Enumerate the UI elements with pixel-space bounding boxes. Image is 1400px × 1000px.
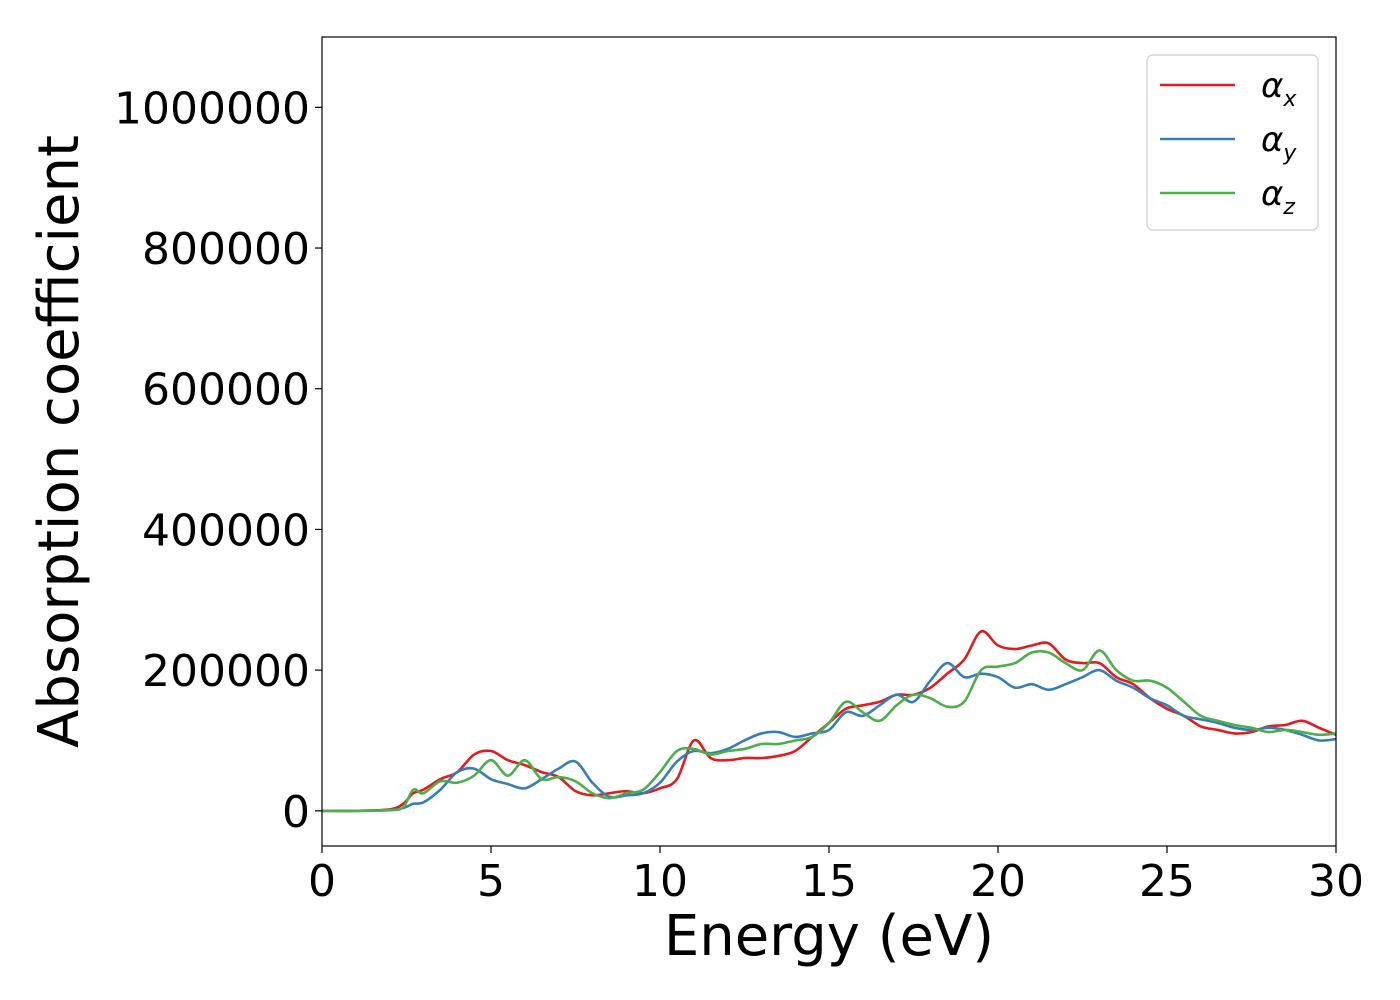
x-tick-label: 15 <box>801 856 857 907</box>
series-layer <box>322 629 1336 813</box>
series-line-x <box>322 629 1336 813</box>
y-tick-label: 0 <box>282 787 310 838</box>
y-tick-label: 400000 <box>142 505 310 556</box>
x-axis-label: Energy (eV) <box>664 904 994 969</box>
y-tick-label: 1000000 <box>114 83 310 134</box>
x-tick-label: 0 <box>308 856 336 907</box>
y-tick-label: 600000 <box>142 365 310 416</box>
x-tick-label: 25 <box>1139 856 1195 907</box>
y-tick-label: 200000 <box>142 646 310 697</box>
x-axis-ticks: 0 5 10 15 20 25 30 <box>308 846 1364 907</box>
legend-label-z: αz <box>1261 174 1295 220</box>
legend-box <box>1146 54 1319 231</box>
series-line-z <box>322 649 1336 813</box>
y-axis-ticks: 0 200000 400000 600000 800000 1000000 <box>114 83 322 838</box>
legend: αx αy αz <box>1146 54 1319 231</box>
x-tick-label: 30 <box>1308 856 1364 907</box>
legend-label-y: αy <box>1261 120 1297 166</box>
y-axis-label: Absorption coefficient <box>27 135 92 748</box>
x-tick-label: 5 <box>477 856 505 907</box>
x-tick-label: 10 <box>632 856 688 907</box>
x-tick-label: 20 <box>970 856 1026 907</box>
y-tick-label: 800000 <box>142 224 310 275</box>
series-line-y <box>322 661 1336 813</box>
legend-label-x: αx <box>1261 66 1297 112</box>
